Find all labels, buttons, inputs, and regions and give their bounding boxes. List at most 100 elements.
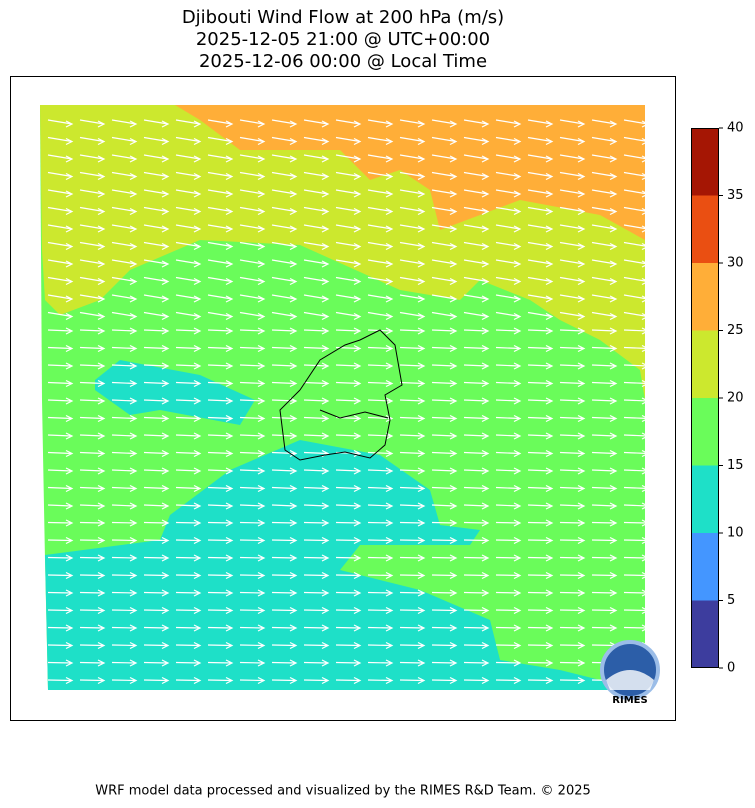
- wind-arrow: [303, 276, 330, 286]
- wind-arrow: [495, 414, 522, 423]
- wind-arrow: [431, 467, 458, 475]
- wind-arrow: [623, 154, 650, 163]
- wind-arrow: [335, 484, 362, 493]
- wind-arrow: [463, 344, 490, 353]
- wind-arrow: [367, 171, 394, 181]
- wind-arrow: [623, 554, 650, 562]
- wind-arrow: [271, 659, 298, 667]
- wind-arrow: [303, 484, 330, 493]
- wind-arrow: [623, 484, 650, 493]
- wind-arrow: [399, 119, 426, 128]
- wind-arrow: [303, 536, 330, 545]
- wind-arrow: [207, 676, 234, 685]
- wind-arrow: [559, 449, 586, 458]
- wind-arrow: [527, 432, 554, 440]
- wind-arrow: [527, 311, 554, 321]
- wind-arrow: [335, 624, 362, 632]
- wind-arrow: [143, 294, 170, 303]
- wind-arrow: [175, 276, 202, 286]
- wind-arrow: [463, 136, 490, 146]
- wind-arrow: [111, 259, 138, 268]
- wind-arrow: [79, 641, 106, 650]
- wind-arrow: [399, 379, 426, 388]
- wind-arrow: [335, 189, 362, 198]
- wind-arrow: [207, 536, 234, 545]
- wind-arrow: [79, 502, 106, 510]
- wind-arrow: [79, 154, 106, 163]
- wind-arrow: [399, 294, 426, 303]
- wind-arrow: [367, 276, 394, 286]
- wind-arrow: [207, 554, 234, 562]
- wind-arrow: [335, 467, 362, 475]
- wind-arrow: [495, 154, 522, 163]
- wind-arrow: [463, 484, 490, 493]
- wind-arrow: [527, 224, 554, 233]
- title-line: 2025-12-05 21:00 @ UTC+00:00: [196, 29, 490, 50]
- wind-arrow: [111, 136, 138, 146]
- wind-arrow: [79, 467, 106, 475]
- colorbar-tick-label: 20: [727, 391, 744, 406]
- wind-arrow: [431, 119, 458, 128]
- wind-arrow: [47, 379, 74, 388]
- wind-arrow: [431, 276, 458, 286]
- wind-arrow: [527, 449, 554, 458]
- wind-arrow: [47, 136, 74, 146]
- wind-arrow: [303, 327, 330, 335]
- wind-arrow: [239, 414, 266, 423]
- wind-arrow: [591, 484, 618, 493]
- wind-arrow: [527, 276, 554, 286]
- wind-arrow: [207, 397, 234, 405]
- wind-arrow: [175, 554, 202, 562]
- wind-arrow: [527, 189, 554, 198]
- wind-arrow: [495, 171, 522, 181]
- wind-arrow: [47, 259, 74, 268]
- wind-arrow: [527, 641, 554, 650]
- wind-arrow: [271, 241, 298, 251]
- wind-arrow: [559, 311, 586, 321]
- wind-arrow: [431, 311, 458, 321]
- wind-arrow: [111, 119, 138, 128]
- wind-arrow: [111, 414, 138, 423]
- wind-arrow: [303, 119, 330, 128]
- wind-arrow: [271, 449, 298, 458]
- wind-arrow: [207, 659, 234, 667]
- wind-arrow: [495, 606, 522, 615]
- wind-arrow: [239, 311, 266, 321]
- wind-arrow: [303, 259, 330, 268]
- wind-arrow: [47, 589, 74, 597]
- wind-arrow: [559, 659, 586, 667]
- wind-arrow: [367, 189, 394, 198]
- colorbar-tick-label: 15: [727, 458, 744, 473]
- wind-arrow: [431, 294, 458, 303]
- wind-arrow: [495, 119, 522, 128]
- wind-arrow: [207, 241, 234, 251]
- wind-arrow: [335, 119, 362, 128]
- wind-arrow: [207, 519, 234, 527]
- wind-arrow: [367, 119, 394, 128]
- wind-arrow: [239, 554, 266, 562]
- wind-arrow: [239, 536, 266, 545]
- wind-arrow: [143, 259, 170, 268]
- wind-arrow: [463, 397, 490, 405]
- wind-arrow: [527, 119, 554, 128]
- wind-arrow: [527, 344, 554, 353]
- colorbar-frame: [691, 128, 719, 668]
- wind-arrow: [175, 311, 202, 321]
- wind-arrow: [239, 362, 266, 370]
- wind-arrow: [399, 224, 426, 233]
- wind-arrow: [271, 502, 298, 510]
- wind-arrow: [495, 536, 522, 545]
- wind-arrow: [495, 224, 522, 233]
- wind-arrow: [431, 259, 458, 268]
- wind-arrow: [463, 414, 490, 423]
- wind-arrow: [143, 344, 170, 353]
- wind-arrow: [111, 224, 138, 233]
- wind-arrow: [335, 311, 362, 321]
- wind-arrow: [111, 294, 138, 303]
- wind-arrow: [143, 206, 170, 216]
- wind-arrow: [431, 484, 458, 493]
- wind-arrow: [239, 327, 266, 335]
- wind-arrow: [495, 554, 522, 562]
- wind-arrow: [47, 502, 74, 510]
